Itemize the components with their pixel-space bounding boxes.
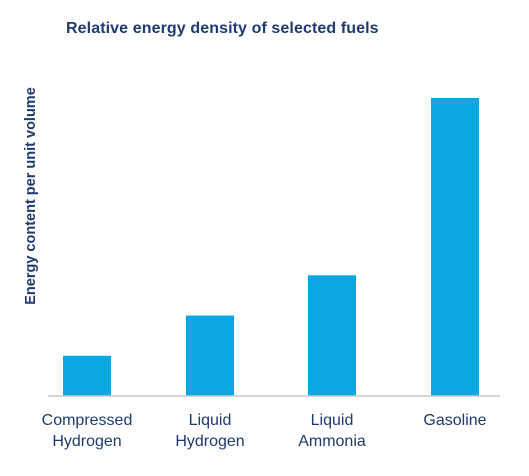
- x-tick-label-1: Liquid Hydrogen: [175, 412, 245, 450]
- chart-title: Relative energy density of selected fuel…: [66, 20, 379, 37]
- x-tick-label-0: Compressed Hydrogen: [41, 412, 133, 450]
- bar-2: [308, 275, 356, 396]
- bar-0: [63, 355, 111, 396]
- x-tick-label-3: Gasoline: [423, 412, 487, 429]
- x-tick-label-2: Liquid Ammonia: [298, 412, 366, 450]
- bar-1: [186, 315, 234, 396]
- bar-3: [431, 98, 479, 396]
